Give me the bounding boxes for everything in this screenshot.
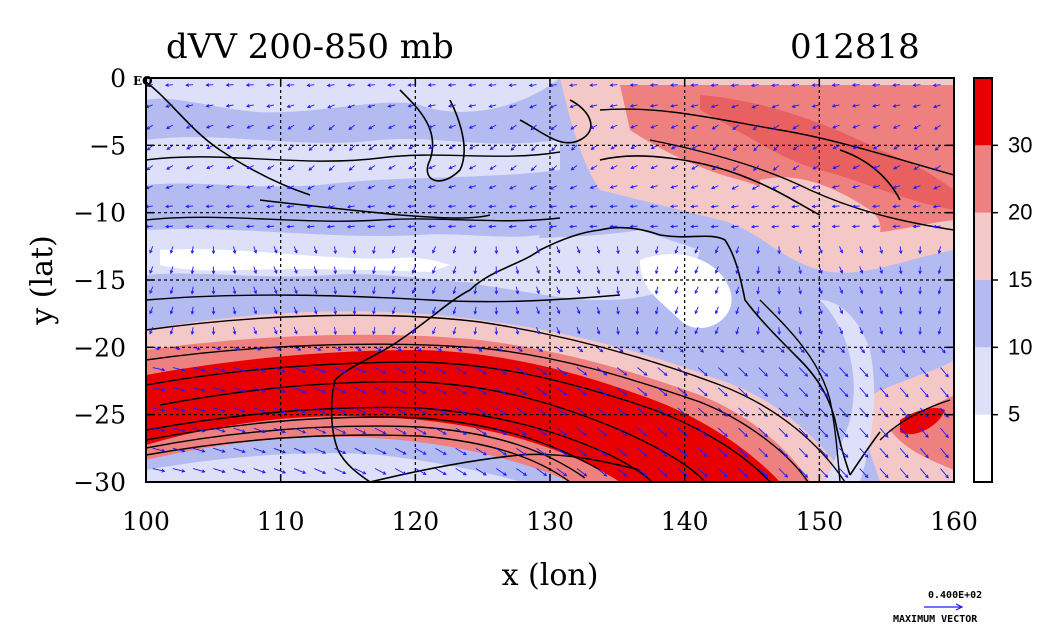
chart-title: dVV 200-850 mb [166, 27, 454, 67]
y-tick-label: 0 [110, 64, 126, 93]
colorbar-swatch [974, 414, 992, 482]
colorbar-label: 10 [1008, 334, 1032, 359]
x-tick-label: 130 [526, 507, 574, 536]
y-tick-label: −10 [73, 199, 126, 228]
colorbar-frame [973, 77, 993, 483]
colorbar-swatch [974, 280, 992, 348]
field-deep-red-north [700, 95, 954, 210]
colorbar-label: 15 [1008, 267, 1032, 292]
x-tick-label: 150 [795, 507, 843, 536]
x-tick-label: 140 [661, 507, 709, 536]
y-axis-label: y (lat) [25, 235, 60, 325]
x-tick-labels: 100 110 120 130 140 150 160 [122, 507, 978, 536]
date-code: 012818 [790, 27, 920, 67]
y-tick-label: −15 [73, 266, 126, 295]
colorbar-swatch [974, 78, 992, 146]
field-light-east [820, 300, 875, 482]
y-tick-label: −30 [73, 468, 126, 497]
x-tick-label: 160 [930, 507, 978, 536]
x-tick-label: 120 [391, 507, 439, 536]
field-light-mid [470, 230, 700, 300]
colorbar: 5 10 15 20 30 [973, 77, 1032, 483]
field-light-nw [146, 78, 560, 113]
axis-ticks [145, 77, 955, 483]
field-white-band [160, 249, 450, 272]
field-red-north [620, 85, 954, 234]
colorbar-swatch [974, 347, 992, 415]
wind-vectors [146, 83, 949, 479]
x-tick-label: 100 [122, 507, 170, 536]
plot-area [145, 77, 955, 483]
colorbar-label: 30 [1008, 132, 1032, 157]
field-white-mid [640, 254, 732, 329]
colorbar-swatch [974, 212, 992, 280]
colorbar-swatch [974, 145, 992, 213]
gridlines [146, 78, 954, 482]
equator-label: EQ [133, 74, 153, 88]
vector-legend: 0.400E+02 MAXIMUM VECTOR [893, 590, 982, 625]
y-tick-labels: 0 −5 −10 −15 −20 −25 −30 [73, 64, 126, 497]
x-tick-label: 110 [257, 507, 305, 536]
y-tick-label: −20 [73, 333, 126, 362]
y-tick-label: −25 [73, 401, 126, 430]
colorbar-label: 5 [1008, 402, 1020, 427]
colorbar-label: 20 [1008, 200, 1032, 225]
vector-arrow-head [955, 603, 964, 611]
vector-magnitude: 0.400E+02 [928, 590, 982, 601]
field-pink-east [760, 177, 881, 256]
x-axis-label: x (lon) [502, 558, 599, 593]
y-tick-label: −5 [89, 131, 126, 160]
vector-legend-label: MAXIMUM VECTOR [893, 614, 978, 625]
